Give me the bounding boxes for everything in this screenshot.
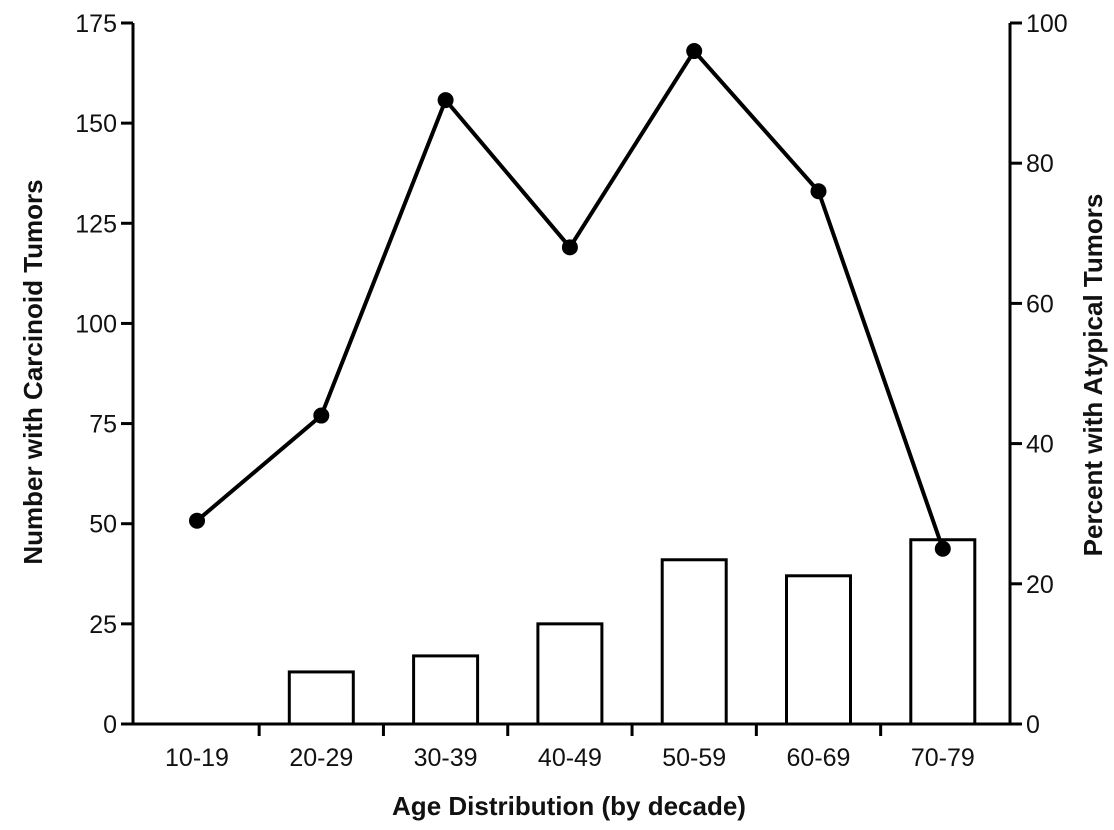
ticks-group: 0 25 50 75 100 125 150 175 0 20 40 60 80 100 10-19 20-2… <box>75 10 1067 772</box>
left-y-tick-label: 75 <box>89 411 117 439</box>
line-series-group <box>189 43 951 557</box>
right-y-tick-label: 20 <box>1026 571 1054 599</box>
left-y-tick-label: 175 <box>75 10 117 38</box>
x-tick-label-10-19: 10-19 <box>165 744 229 772</box>
bar-70-79 <box>909 538 977 726</box>
percent-atypical-point-70-79 <box>934 540 951 557</box>
x-tick-label-30-39: 30-39 <box>414 744 478 772</box>
left-y-tick-label: 100 <box>75 310 117 338</box>
left-y-axis-title: Number with Carcinoid Tumors <box>18 179 48 564</box>
right-y-tick-label: 60 <box>1026 290 1054 318</box>
x-tick-label-60-69: 60-69 <box>787 744 851 772</box>
percent-atypical-line <box>195 47 945 550</box>
left-y-tick-label: 25 <box>89 611 117 639</box>
left-y-tick-label: 50 <box>89 511 117 539</box>
percent-atypical-point-20-29 <box>313 407 330 424</box>
percent-atypical-point-40-49 <box>561 239 578 256</box>
bar-40-49 <box>536 622 604 726</box>
bar-60-69 <box>785 574 852 726</box>
right-y-tick-label: 0 <box>1026 711 1040 739</box>
right-y-axis-title: Percent with Atypical Tumors <box>1078 194 1108 557</box>
right-y-tick-label: 40 <box>1026 431 1054 459</box>
right-y-tick-label: 80 <box>1026 150 1054 178</box>
left-y-tick-label: 0 <box>103 711 117 739</box>
percent-atypical-point-30-39 <box>437 92 454 109</box>
x-tick-label-20-29: 20-29 <box>289 744 353 772</box>
bars-group <box>287 538 977 726</box>
axes-group <box>131 23 1012 726</box>
percent-atypical-point-50-59 <box>686 43 703 60</box>
bar-50-59 <box>660 558 728 726</box>
bar-30-39 <box>412 654 480 726</box>
x-tick-label-50-59: 50-59 <box>662 744 726 772</box>
x-axis-title: Age Distribution (by decade) <box>392 791 746 821</box>
percent-atypical-point-10-19 <box>189 512 205 529</box>
bar-20-29 <box>287 670 355 726</box>
x-tick-label-70-79: 70-79 <box>911 744 975 772</box>
left-y-tick-label: 125 <box>75 210 117 238</box>
left-y-tick-label: 150 <box>75 110 117 138</box>
right-y-tick-label: 100 <box>1026 10 1068 38</box>
percent-atypical-point-60-69 <box>810 183 827 200</box>
x-tick-label-40-49: 40-49 <box>538 744 602 772</box>
